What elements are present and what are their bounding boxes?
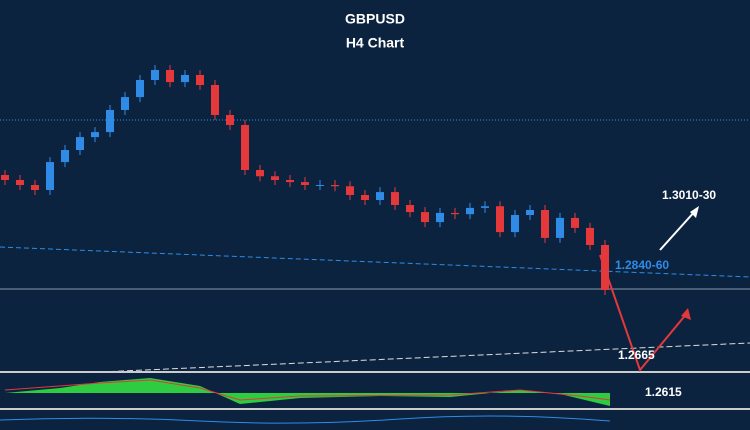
- candle-body: [166, 70, 174, 83]
- candle-body: [121, 97, 129, 110]
- candle-body: [451, 212, 459, 215]
- candle-body: [511, 215, 519, 233]
- candle-body: [106, 110, 114, 133]
- candle-body: [76, 137, 84, 150]
- chart-title: GBPUSD: [345, 11, 405, 27]
- candle-body: [331, 185, 339, 187]
- candle-body: [31, 185, 39, 190]
- candle-body: [361, 195, 369, 200]
- candle-body: [526, 210, 534, 215]
- annotation: 1.3010-30: [662, 188, 716, 202]
- candle-body: [301, 182, 309, 185]
- arrowhead: [681, 308, 691, 320]
- candle-body: [571, 217, 579, 228]
- candle-body: [196, 75, 204, 85]
- oscillator-signal: [4, 379, 611, 401]
- candle-body: [496, 206, 504, 233]
- candle-body: [481, 206, 489, 208]
- candle-body: [406, 205, 414, 213]
- candle-body: [211, 85, 219, 115]
- candle-body: [286, 180, 294, 183]
- candle-body: [391, 192, 399, 205]
- candle-body: [556, 217, 564, 238]
- arrowhead: [690, 206, 699, 218]
- support-line: [99, 342, 750, 373]
- candle-body: [46, 162, 54, 190]
- candle-body: [541, 210, 549, 238]
- annotation: 1.2615: [645, 385, 682, 399]
- candle-body: [256, 170, 264, 177]
- candle-body: [91, 132, 99, 138]
- candle-body: [241, 125, 249, 170]
- forecast-arrow: [659, 209, 697, 251]
- lower-indicator: [0, 415, 611, 424]
- candle-body: [151, 70, 159, 80]
- candle-body: [601, 245, 609, 290]
- candle-body: [466, 207, 474, 215]
- candle-body: [136, 80, 144, 98]
- oscillator-histogram: [5, 378, 610, 406]
- candle-body: [376, 192, 384, 200]
- candle-body: [181, 75, 189, 83]
- candle-body: [316, 185, 324, 186]
- candle-body: [271, 176, 279, 180]
- candle-body: [421, 212, 429, 223]
- forecast-arrow: [599, 254, 689, 373]
- trend-line: [0, 246, 750, 278]
- annotation: 1.2840-60: [615, 258, 669, 272]
- candle-body: [346, 186, 354, 195]
- candle-body: [226, 115, 234, 125]
- candle-body: [1, 175, 9, 180]
- annotation: 1.2665: [618, 348, 655, 362]
- candle-body: [16, 180, 24, 185]
- candle-body: [61, 150, 69, 163]
- chart-subtitle: H4 Chart: [346, 35, 405, 51]
- candle-body: [436, 212, 444, 223]
- candle-body: [586, 227, 594, 245]
